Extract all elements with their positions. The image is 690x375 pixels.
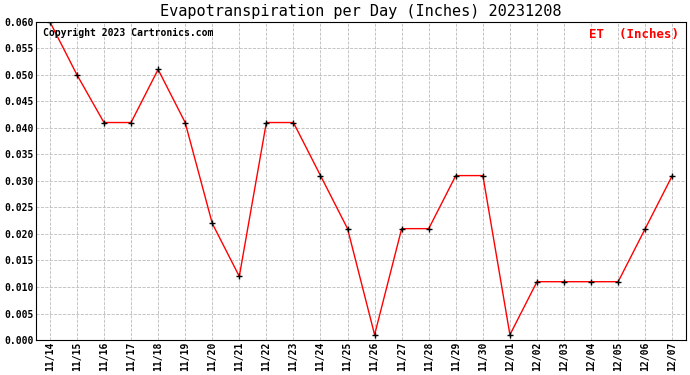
Text: ET  (Inches): ET (Inches) xyxy=(589,28,680,41)
Title: Evapotranspiration per Day (Inches) 20231208: Evapotranspiration per Day (Inches) 2023… xyxy=(160,4,562,19)
Text: Copyright 2023 Cartronics.com: Copyright 2023 Cartronics.com xyxy=(43,28,213,38)
